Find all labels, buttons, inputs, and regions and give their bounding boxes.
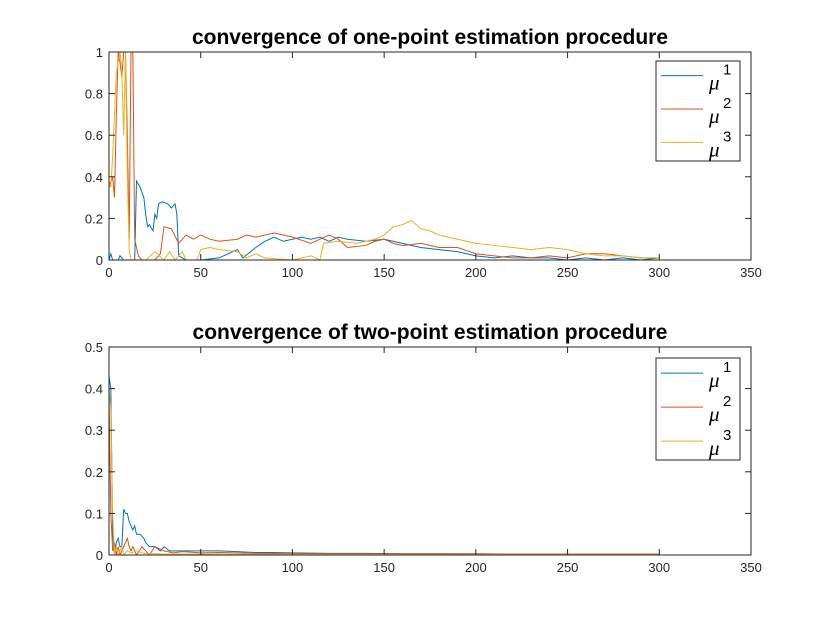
legend-superscript: 1 (723, 62, 731, 79)
axes-box (108, 51, 752, 261)
x-tick-label: 250 (557, 265, 579, 280)
plot-area (109, 52, 751, 260)
plot-area (109, 347, 751, 555)
x-tick-label: 0 (105, 560, 112, 575)
legend-label-mu2: μ (708, 104, 720, 128)
legend-box (655, 60, 741, 162)
subplot-two-point: 0 50 100 150 200 250 300 350 0 0.1 0.2 0.3 0.4 0.5 con… (85, 321, 762, 575)
x-tick-label: 100 (282, 265, 304, 280)
legend-superscript: 3 (723, 427, 731, 444)
y-tick-label: 1 (96, 45, 103, 60)
legend-label-mu1: μ (708, 368, 720, 392)
legend-label-mu1: μ (708, 71, 720, 95)
series-line-mu1 (109, 179, 660, 260)
legend-label-mu3: μ (708, 137, 720, 161)
axes-box (108, 346, 752, 556)
y-tick-label: 0.2 (85, 465, 103, 480)
subplot-one-point: 0 50 100 150 200 250 300 350 0 0.2 0.4 0.6 0.8 1 conve… (85, 26, 762, 280)
y-tick-label: 0 (96, 548, 103, 563)
legend-box (655, 357, 741, 461)
x-tick-label: 200 (465, 265, 487, 280)
x-tick-label: 300 (648, 560, 670, 575)
x-tick-label: 350 (740, 265, 762, 280)
y-tick-label: 0.1 (85, 506, 103, 521)
x-tick-label: 100 (282, 560, 304, 575)
legend-superscript: 3 (723, 128, 731, 145)
chart-title: convergence of one-point estimation proc… (192, 26, 668, 49)
x-tick-label: 0 (105, 265, 112, 280)
x-tick-label: 50 (193, 560, 207, 575)
x-tick-label: 200 (465, 560, 487, 575)
y-tick-label: 0.4 (85, 170, 103, 185)
series-line-mu3 (109, 52, 660, 260)
y-tick-label: 0.8 (85, 87, 103, 102)
x-tick-label: 50 (193, 265, 207, 280)
y-tick-label: 0 (96, 253, 103, 268)
legend-label-mu2: μ (708, 402, 720, 426)
legend-superscript: 2 (723, 393, 731, 410)
legend-superscript: 2 (723, 95, 731, 112)
y-tick-label: 0.3 (85, 423, 103, 438)
x-tick-label: 150 (373, 265, 395, 280)
x-tick-label: 300 (648, 265, 670, 280)
y-tick-label: 0.2 (85, 211, 103, 226)
x-tick-label: 250 (557, 560, 579, 575)
chart-title: convergence of two-point estimation proc… (193, 321, 668, 344)
y-tick-label: 0.5 (85, 340, 103, 355)
y-tick-label: 0.6 (85, 128, 103, 143)
legend-label-mu3: μ (708, 436, 720, 460)
y-tick-label: 0.4 (85, 382, 103, 397)
x-tick-label: 150 (373, 560, 395, 575)
legend-superscript: 1 (723, 359, 731, 376)
series-line-mu2 (109, 52, 660, 260)
x-tick-label: 350 (740, 560, 762, 575)
